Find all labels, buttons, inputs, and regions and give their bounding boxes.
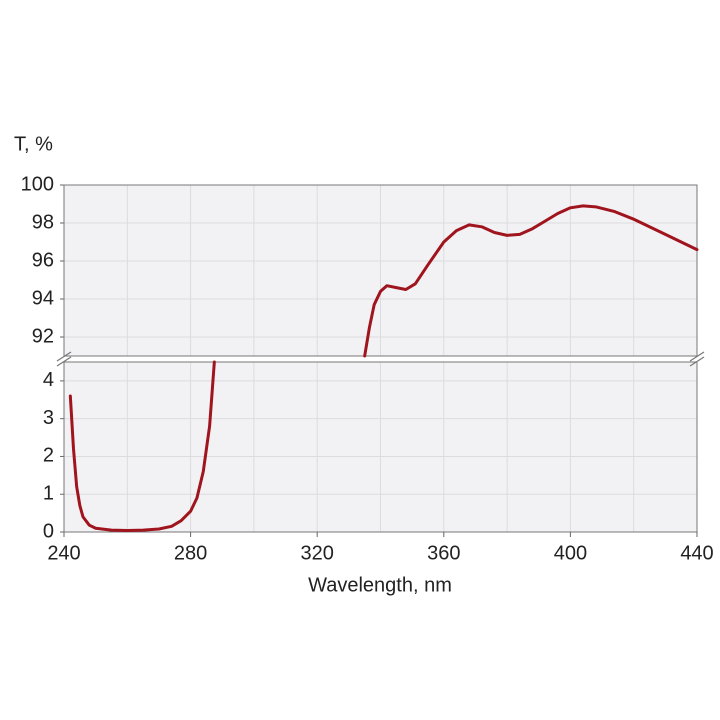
x-tick-label: 360 (427, 542, 460, 564)
y-tick-label: 3 (43, 407, 54, 429)
axis-break (56, 351, 72, 362)
y-tick-label: 1 (43, 483, 54, 505)
y-tick-label: 92 (32, 325, 54, 347)
axis-break (689, 351, 705, 362)
y-tick-label: 98 (32, 211, 54, 233)
x-tick-label: 320 (301, 542, 334, 564)
y-axis-title: T, % (14, 133, 53, 155)
data-line (68, 360, 216, 532)
plot-border (63, 361, 698, 533)
y-tick-label: 96 (32, 249, 54, 271)
y-tick-label: 0 (43, 520, 54, 542)
x-axis-title: Wavelength, nm (308, 574, 452, 596)
axis-break (56, 356, 72, 367)
axis-break (689, 356, 705, 367)
y-tick-label: 2 (43, 445, 54, 467)
y-tick-label: 100 (21, 173, 54, 195)
y-tick-label: 94 (32, 287, 54, 309)
plot-border (63, 184, 698, 357)
data-line (363, 204, 699, 358)
x-tick-label: 400 (554, 542, 587, 564)
x-tick-label: 240 (47, 542, 80, 564)
x-tick-label: 280 (174, 542, 207, 564)
y-tick-label: 4 (43, 369, 54, 391)
x-tick-label: 440 (680, 542, 713, 564)
